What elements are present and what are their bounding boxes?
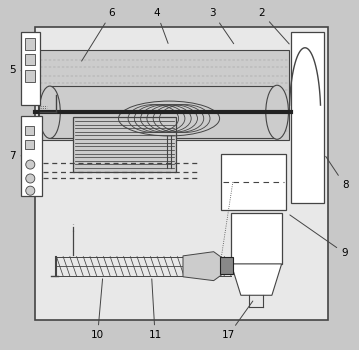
- Bar: [25, 126, 34, 135]
- Text: 3: 3: [209, 8, 234, 44]
- Bar: [231, 214, 282, 264]
- Circle shape: [26, 186, 35, 195]
- Ellipse shape: [266, 85, 288, 139]
- Polygon shape: [183, 252, 222, 281]
- Bar: [50, 86, 277, 138]
- Bar: [25, 54, 35, 65]
- Text: 5: 5: [9, 65, 27, 75]
- Bar: [38, 49, 289, 140]
- Bar: [21, 32, 40, 105]
- Circle shape: [26, 174, 35, 183]
- Bar: [25, 140, 34, 149]
- Text: 6: 6: [81, 8, 115, 61]
- Ellipse shape: [39, 86, 60, 138]
- Bar: [222, 154, 286, 210]
- Circle shape: [26, 160, 35, 169]
- Text: 4: 4: [154, 8, 168, 43]
- Text: 11: 11: [149, 279, 162, 340]
- Bar: [73, 118, 176, 172]
- Bar: [25, 38, 35, 49]
- Text: 17: 17: [222, 301, 253, 340]
- Polygon shape: [231, 264, 282, 295]
- Bar: [291, 32, 324, 203]
- Bar: [21, 116, 42, 196]
- Bar: [220, 257, 233, 274]
- Text: 8: 8: [326, 156, 348, 190]
- Text: 2: 2: [258, 8, 289, 44]
- Text: 10: 10: [91, 279, 104, 340]
- Bar: [35, 27, 328, 320]
- Text: 7: 7: [9, 151, 27, 161]
- Bar: [25, 70, 35, 82]
- Text: 9: 9: [290, 215, 348, 258]
